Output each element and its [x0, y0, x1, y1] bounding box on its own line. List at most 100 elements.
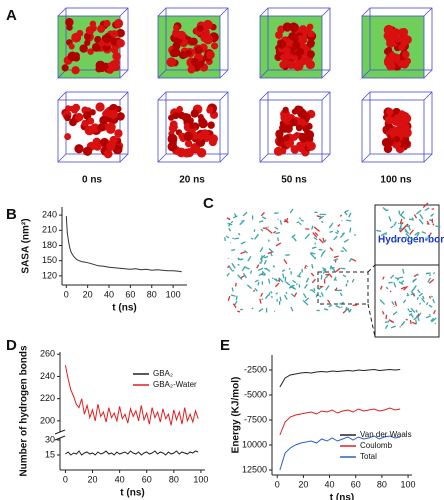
atom — [64, 133, 72, 141]
atom — [294, 105, 302, 114]
atom — [385, 35, 394, 44]
atom — [305, 60, 315, 70]
box-edge — [361, 7, 371, 17]
atom — [388, 127, 398, 138]
bond — [405, 225, 409, 228]
atom — [109, 135, 118, 144]
atom — [190, 109, 199, 118]
panel-a: 0 ns 20 ns 50 ns 100 ns — [57, 7, 433, 186]
bond — [429, 232, 432, 236]
bond — [226, 217, 231, 221]
time-label: 0 ns — [82, 175, 102, 186]
box-edge — [119, 153, 129, 163]
atom — [87, 117, 95, 125]
x-tick-label: 80 — [169, 474, 179, 484]
x-tick-label: 20 — [88, 474, 98, 484]
bond — [258, 272, 264, 277]
atom — [61, 64, 69, 72]
bond — [409, 319, 412, 324]
time-label: 20 ns — [179, 175, 205, 186]
bond — [288, 286, 292, 289]
x-tick-label: 40 — [325, 479, 335, 489]
bond — [339, 292, 343, 297]
atom — [112, 52, 121, 61]
bond — [408, 224, 411, 227]
bond — [258, 220, 264, 223]
atom — [110, 46, 119, 54]
bond — [403, 240, 406, 243]
atom — [90, 123, 100, 133]
y-tick-label: -5000 — [244, 389, 267, 399]
atom — [169, 49, 178, 58]
bond — [275, 278, 278, 282]
atom — [87, 48, 94, 55]
bond — [384, 321, 390, 323]
bond — [405, 232, 412, 239]
bond — [385, 209, 389, 212]
bond — [413, 315, 419, 321]
atom — [177, 30, 187, 40]
bond — [349, 227, 352, 233]
bond — [435, 225, 441, 228]
bond — [333, 255, 339, 259]
bond — [225, 235, 230, 239]
bond — [316, 215, 322, 218]
box-edge — [57, 153, 67, 163]
bond — [335, 267, 341, 273]
box-edge — [361, 153, 371, 163]
bond — [254, 287, 258, 292]
bond — [379, 285, 383, 290]
bond — [273, 230, 277, 234]
bond — [327, 299, 331, 304]
bond — [336, 229, 340, 233]
atom — [401, 113, 412, 124]
atom — [172, 41, 181, 51]
atom — [64, 114, 71, 122]
bond — [299, 222, 302, 226]
line — [65, 450, 199, 456]
box-edge — [369, 91, 433, 155]
bond — [334, 287, 338, 292]
atom — [181, 113, 191, 122]
bond — [320, 292, 324, 297]
bond — [342, 274, 347, 278]
bond — [323, 239, 327, 243]
atom — [288, 32, 297, 41]
bond — [261, 270, 267, 276]
bond — [253, 229, 256, 232]
x-tick-label: 80 — [377, 479, 387, 489]
bond — [339, 301, 345, 305]
bond — [314, 242, 317, 245]
bond — [314, 227, 321, 232]
x-axis-label: t (ns) — [112, 303, 136, 314]
bond — [385, 314, 388, 320]
legend-label: Van der Waals — [360, 430, 412, 439]
bond — [411, 321, 417, 325]
bond — [281, 273, 285, 279]
bond — [388, 216, 392, 222]
atom — [295, 124, 303, 132]
bond — [318, 238, 324, 244]
atom — [110, 30, 119, 38]
atom — [179, 51, 187, 60]
bond — [348, 257, 353, 263]
panel-label: E — [220, 337, 230, 354]
bond — [240, 241, 246, 245]
bond — [344, 306, 348, 312]
atom — [402, 50, 410, 59]
atom — [183, 131, 193, 141]
atom — [296, 141, 303, 149]
box-edge — [157, 69, 167, 79]
atom — [203, 19, 213, 30]
atom — [167, 141, 178, 152]
bond — [292, 237, 297, 242]
atom — [292, 41, 301, 50]
bond — [237, 274, 243, 280]
bond — [298, 217, 302, 220]
atom — [196, 148, 207, 158]
atom — [385, 46, 393, 54]
bond — [390, 274, 395, 279]
bond — [416, 296, 419, 301]
bond — [407, 308, 410, 312]
legend-label: Total — [360, 452, 377, 461]
